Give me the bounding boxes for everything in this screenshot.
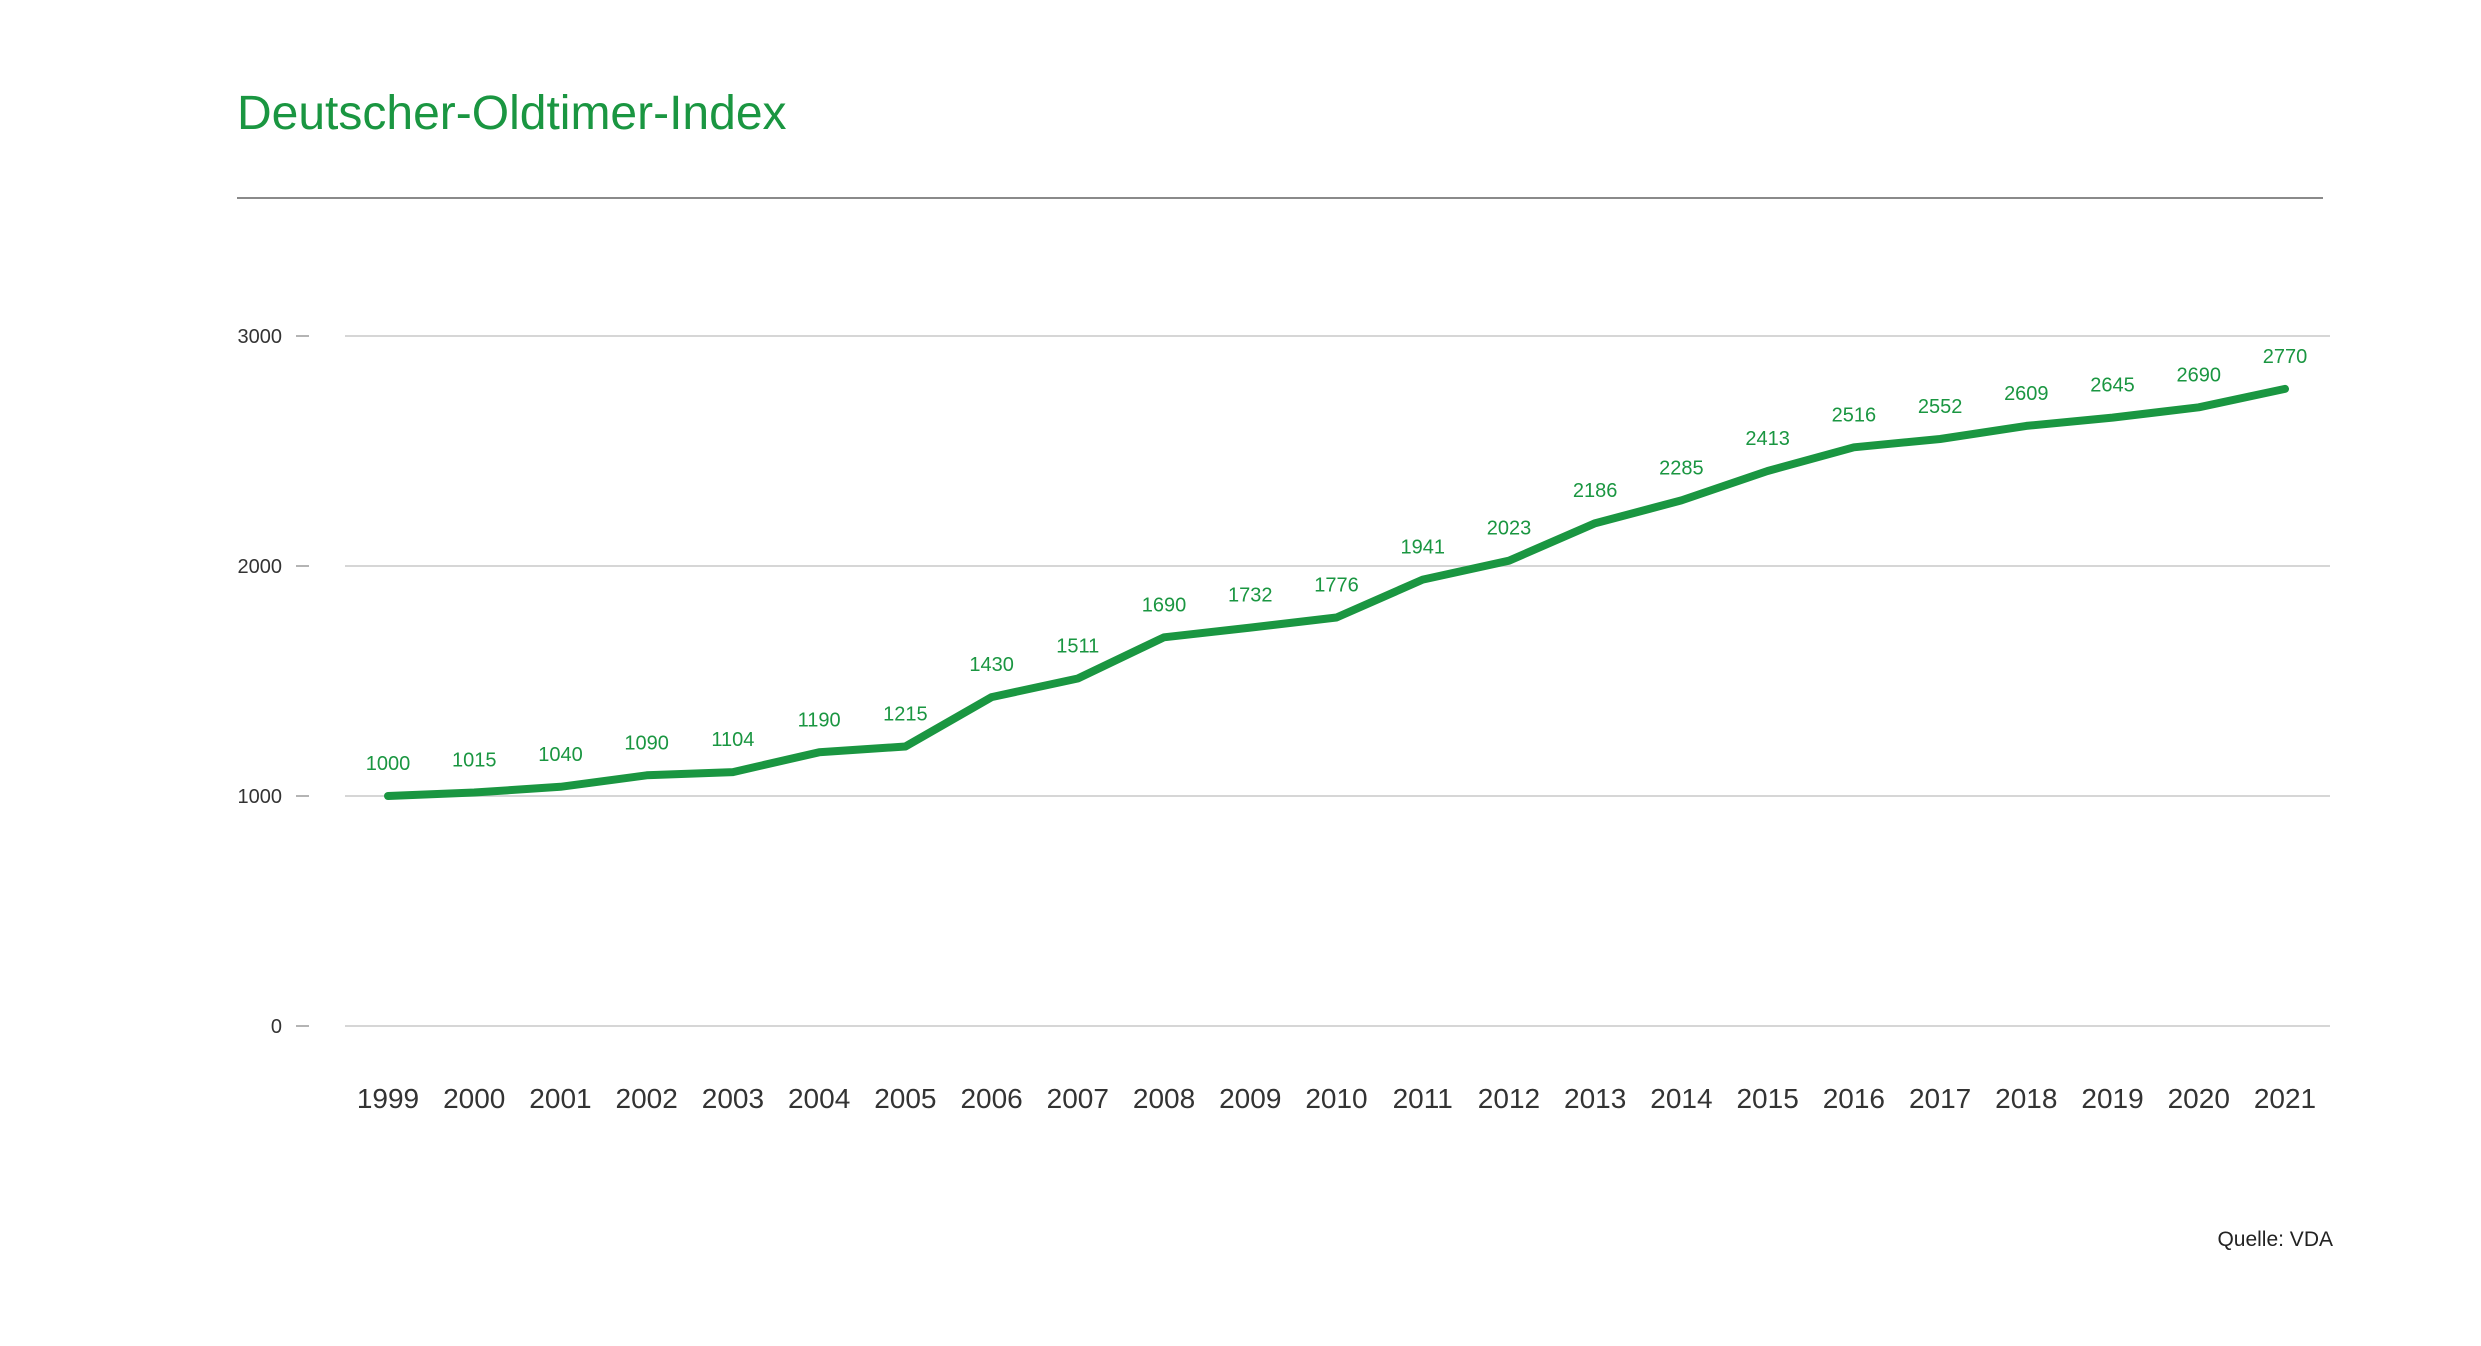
data-label-2006: 1430 — [969, 654, 1014, 676]
x-tick-label-2005: 2005 — [874, 1083, 936, 1114]
data-label-2010: 1776 — [1314, 575, 1359, 597]
x-tick-label-2018: 2018 — [1995, 1083, 2057, 1114]
data-label-2020: 2690 — [2177, 364, 2222, 386]
y-tick-label-2000: 2000 — [238, 556, 283, 578]
data-label-2013: 2186 — [1573, 480, 1618, 502]
x-tick-label-2017: 2017 — [1909, 1083, 1971, 1114]
x-tick-label-2003: 2003 — [702, 1083, 764, 1114]
y-axis-ticks: 0 1000 2000 3000 — [238, 326, 309, 1038]
data-label-2007: 1511 — [1056, 635, 1099, 657]
source-note: Quelle: VDA — [2217, 1228, 2333, 1251]
x-tick-label-2012: 2012 — [1478, 1083, 1540, 1114]
data-label-2014: 2285 — [1659, 457, 1704, 479]
title-divider — [237, 197, 2323, 199]
series-line-path — [384, 384, 2289, 800]
x-tick-label-2021: 2021 — [2254, 1083, 2316, 1114]
x-tick-label-2008: 2008 — [1133, 1083, 1195, 1114]
data-label-2015: 2413 — [1745, 428, 1790, 450]
x-tick-label-2013: 2013 — [1564, 1083, 1626, 1114]
data-label-2018: 2609 — [2004, 383, 2049, 405]
data-label-2012: 2023 — [1487, 518, 1532, 540]
data-labels: 1000 1015 1040 1090 1104 1190 1215 1430 1511 1690… — [366, 346, 2308, 775]
x-axis-ticks: 1999 2000 2001 2002 2003 2004 2005 2006 2007 2008… — [357, 1083, 2316, 1114]
data-label-2004: 1190 — [798, 709, 841, 731]
data-label-2021: 2770 — [2263, 346, 2308, 368]
y-tick-label-3000: 3000 — [238, 326, 283, 348]
x-tick-label-2001: 2001 — [529, 1083, 591, 1114]
y-tick-label-1000: 1000 — [238, 786, 283, 808]
y-tick-label-0: 0 — [271, 1016, 282, 1038]
x-tick-label-2006: 2006 — [960, 1083, 1022, 1114]
data-label-2009: 1732 — [1228, 585, 1273, 607]
x-tick-label-2010: 2010 — [1305, 1083, 1367, 1114]
data-label-2000: 1015 — [452, 750, 497, 772]
x-tick-label-2019: 2019 — [2081, 1083, 2143, 1114]
data-label-2005: 1215 — [883, 704, 928, 726]
x-tick-label-2015: 2015 — [1736, 1083, 1798, 1114]
x-tick-label-2004: 2004 — [788, 1083, 850, 1114]
data-label-2019: 2645 — [2090, 375, 2135, 397]
x-tick-label-2020: 2020 — [2168, 1083, 2230, 1114]
x-tick-label-2009: 2009 — [1219, 1083, 1281, 1114]
data-label-2011: 1941 — [1400, 537, 1445, 559]
x-tick-label-2002: 2002 — [616, 1083, 678, 1114]
data-label-2008: 1690 — [1142, 594, 1187, 616]
data-label-2003: 1104 — [711, 729, 754, 751]
data-label-2017: 2552 — [1918, 396, 1963, 418]
gridlines — [345, 335, 2330, 1027]
x-tick-label-2000: 2000 — [443, 1083, 505, 1114]
x-tick-label-2016: 2016 — [1823, 1083, 1885, 1114]
x-tick-label-2011: 2011 — [1393, 1083, 1453, 1114]
data-label-2001: 1040 — [538, 744, 583, 766]
data-label-2002: 1090 — [624, 732, 669, 754]
data-label-2016: 2516 — [1832, 404, 1877, 426]
chart-title: Deutscher-Oldtimer-Index — [237, 87, 787, 140]
x-tick-label-2014: 2014 — [1650, 1083, 1712, 1114]
x-tick-label-2007: 2007 — [1047, 1083, 1109, 1114]
series-line — [384, 384, 2289, 800]
data-label-1999: 1000 — [366, 753, 411, 775]
x-tick-label-1999: 1999 — [357, 1083, 419, 1114]
